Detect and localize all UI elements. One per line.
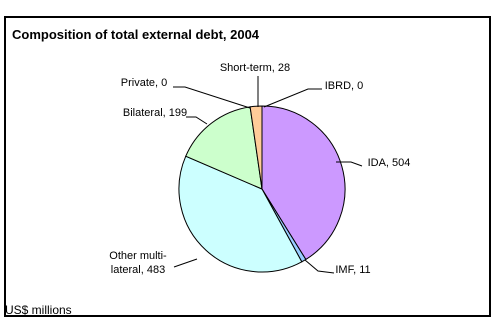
leader-line-other-multi-lateral	[173, 258, 198, 268]
data-label-other-multi-lateral-line-1: Other multi-	[109, 250, 167, 262]
slice-other-multi-lateral	[178, 155, 303, 273]
leader-line-ibrd	[263, 88, 322, 108]
units-label: US$ millions	[5, 303, 72, 317]
slice-short-term	[249, 105, 263, 190]
data-label-imf: IMF, 11	[335, 264, 370, 276]
leader-line-ida	[336, 161, 363, 167]
leader-line-private	[173, 86, 251, 109]
data-label-private: Private, 0	[121, 77, 167, 89]
data-label-ida: IDA, 504	[368, 157, 411, 169]
data-label-bilateral: Bilateral, 199	[123, 107, 187, 119]
data-label-ibrd: IBRD, 0	[325, 80, 364, 92]
data-label-other-multi-lateral-line-2: lateral, 483	[111, 264, 165, 276]
leader-line-bilateral	[186, 116, 208, 125]
chart-title: Composition of total external debt, 2004	[12, 27, 260, 42]
leader-line-imf	[304, 259, 335, 274]
slice-bilateral	[185, 106, 263, 190]
slice-ida	[261, 105, 346, 261]
data-label-short-term: Short-term, 28	[220, 62, 290, 74]
